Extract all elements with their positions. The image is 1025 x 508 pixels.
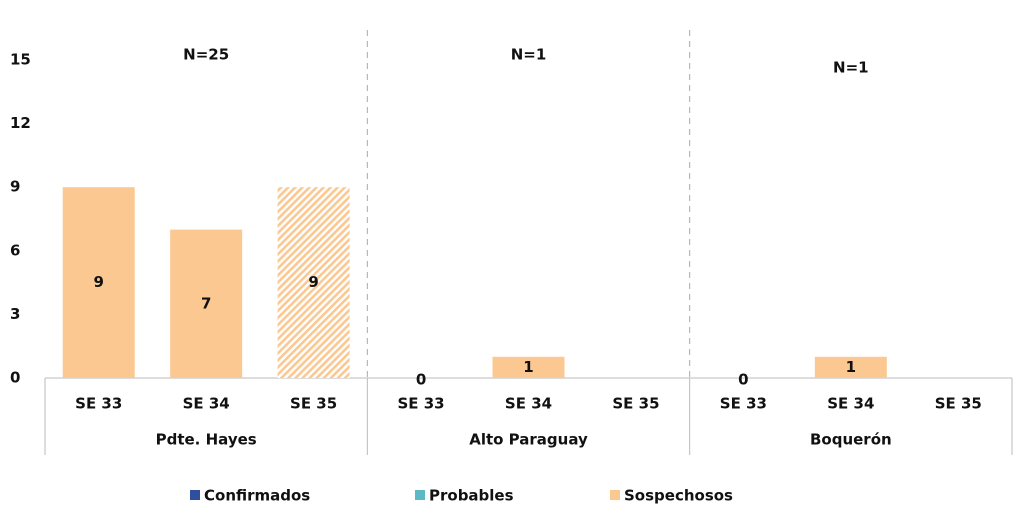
data-label: 7	[201, 294, 211, 312]
y-tick-label: 12	[10, 114, 31, 132]
y-tick-label: 15	[10, 51, 31, 69]
y-tick-label: 6	[10, 241, 20, 259]
y-tick-label: 3	[10, 305, 20, 323]
legend-label: Confirmados	[204, 487, 310, 505]
legend-label: Probables	[429, 487, 514, 505]
x-tick-label: SE 33	[397, 395, 444, 413]
legend-swatch	[190, 490, 200, 500]
data-label: 1	[523, 358, 533, 376]
x-tick-label: SE 35	[935, 395, 982, 413]
x-tick-label: SE 33	[720, 395, 767, 413]
group-label: Alto Paraguay	[469, 431, 588, 449]
bar	[814, 356, 887, 378]
x-tick-label: SE 34	[505, 395, 552, 413]
data-label: 1	[846, 358, 856, 376]
data-label: 9	[94, 273, 104, 291]
bar	[492, 356, 565, 378]
data-label: 9	[308, 273, 318, 291]
data-label: 0	[416, 371, 426, 389]
group-annotation: N=25	[183, 46, 229, 64]
bar	[170, 229, 243, 378]
group-label: Boquerón	[810, 431, 892, 449]
legend-label: Sospechosos	[624, 487, 733, 505]
group-annotation: N=1	[833, 59, 869, 77]
data-label: 0	[738, 371, 748, 389]
bar	[62, 187, 135, 378]
x-tick-label: SE 34	[827, 395, 874, 413]
group-label: Pdte. Hayes	[156, 431, 257, 449]
y-tick-label: 9	[10, 178, 20, 196]
x-tick-label: SE 34	[183, 395, 230, 413]
x-tick-label: SE 35	[290, 395, 337, 413]
x-tick-label: SE 33	[75, 395, 122, 413]
x-tick-label: SE 35	[612, 395, 659, 413]
group-annotation: N=1	[511, 46, 547, 64]
legend-swatch	[610, 490, 620, 500]
y-tick-label: 0	[10, 369, 20, 387]
bar	[277, 187, 350, 378]
legend-swatch	[415, 490, 425, 500]
